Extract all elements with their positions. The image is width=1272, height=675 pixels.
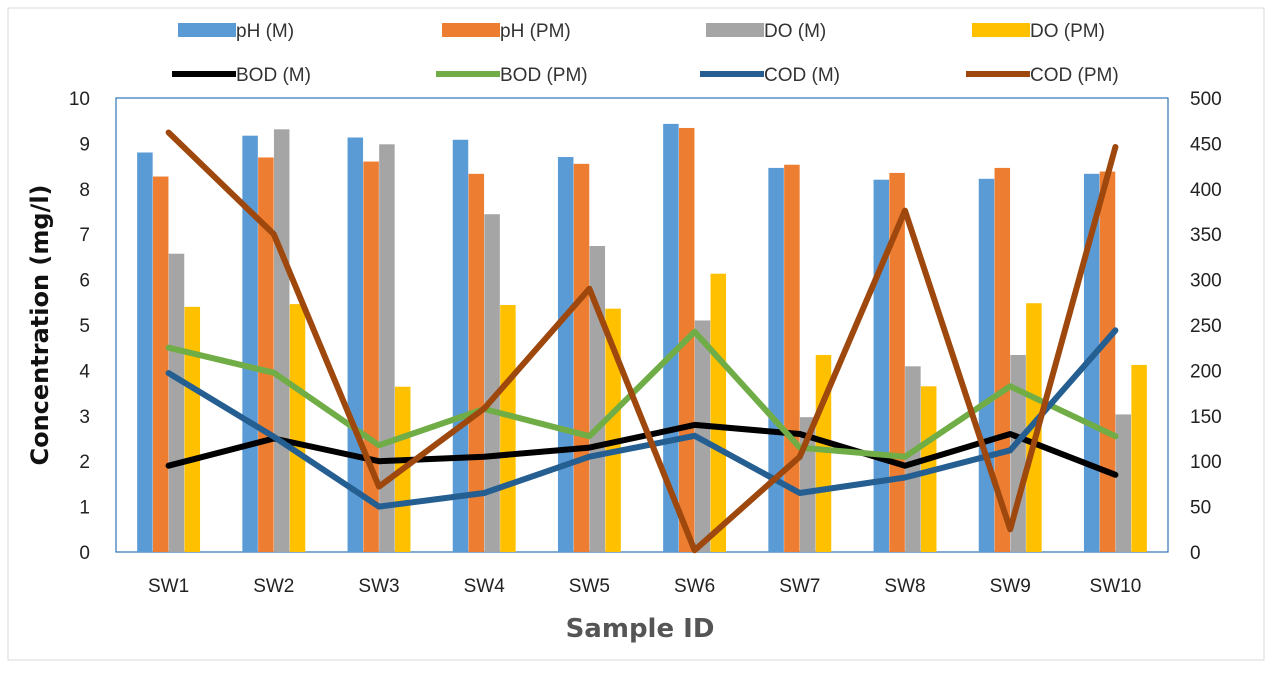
series-line [165,328,1119,460]
bar [500,305,516,552]
bar [768,167,784,552]
legend-label: BOD (PM) [500,65,588,86]
y-tick-label: 4 [79,361,90,382]
y2-tick-label: 100 [1190,452,1222,473]
bar [379,144,395,553]
y2-tick-label: 400 [1190,180,1222,201]
y-tick-label: 2 [79,452,90,473]
legend-label: COD (PM) [1030,65,1119,86]
legend-swatch [442,23,500,37]
y2-tick-label: 450 [1190,134,1222,155]
legend-label: pH (PM) [500,21,571,42]
series-line [165,421,1119,478]
x-tick-label: SW6 [674,576,715,597]
y2-tick-label: 200 [1190,361,1222,382]
bar [484,214,500,552]
y-tick-label: 8 [79,180,90,201]
bar [363,161,379,552]
plot-area: 0123456789100501001502002503003504004505… [69,89,1222,597]
y2-tick-label: 250 [1190,316,1222,337]
y-tick-label: 5 [79,316,90,337]
y2-tick-label: 50 [1190,498,1211,519]
bar [242,135,258,552]
legend-swatch [178,23,236,37]
legend-label: DO (M) [764,21,826,42]
y2-tick-label: 500 [1190,89,1222,110]
bar [784,164,800,552]
bar [289,304,306,552]
bar [184,306,201,552]
y-tick-label: 6 [79,271,90,292]
x-tick-label: SW2 [253,576,294,597]
y-tick-label: 10 [69,89,90,110]
legend: pH (M) pH (PM) DO (M) DO (PM) BOD (M) BOD (PM… [172,21,1119,86]
x-axis-title: Sample ID [566,614,715,644]
bar [1131,364,1147,552]
x-tick-label: SW4 [464,576,506,597]
bar [1010,354,1026,552]
bar [694,320,711,552]
bar [1115,414,1132,552]
bar [258,157,274,552]
y2-tick-label: 300 [1190,271,1222,292]
legend-label: DO (PM) [1030,21,1105,42]
plot-border [115,97,1169,553]
bar [347,137,364,553]
series-line [165,129,1119,554]
bar [273,129,290,553]
legend-label: COD (M) [764,65,840,86]
bar [168,253,185,553]
bar [137,152,153,553]
y-tick-label: 9 [79,134,90,155]
x-tick-label: SW10 [1090,576,1142,597]
bar [873,179,890,552]
y-tick-label: 0 [79,543,90,564]
legend-label: pH (M) [236,21,294,42]
bar [152,176,169,553]
y-tick-label: 1 [79,498,90,519]
bar [978,178,995,552]
y-axis-title: Concentration (mg/l) [26,184,54,465]
x-tick-label: SW5 [569,576,610,597]
x-tick-label: SW1 [148,576,189,597]
bar [663,123,679,553]
bar [452,139,469,552]
chart-frame [7,7,1265,661]
y-tick-label: 7 [79,225,90,246]
x-tick-label: SW8 [884,576,925,597]
series-line [165,327,1119,510]
bar [557,157,574,552]
bar [905,366,921,552]
y2-tick-label: 350 [1190,225,1222,246]
x-tick-label: SW3 [358,576,399,597]
y2-tick-label: 150 [1190,407,1222,428]
bar [1083,173,1100,552]
x-tick-label: SW7 [779,576,820,597]
legend-label: BOD (M) [236,65,311,86]
bar [710,273,727,552]
x-tick-label: SW9 [990,576,1031,597]
bar [573,163,590,552]
bar [1099,171,1116,552]
y2-tick-label: 0 [1190,543,1201,564]
y-tick-label: 3 [79,407,90,428]
legend-swatch [972,23,1030,37]
bar [605,308,621,552]
legend-swatch [706,23,764,37]
